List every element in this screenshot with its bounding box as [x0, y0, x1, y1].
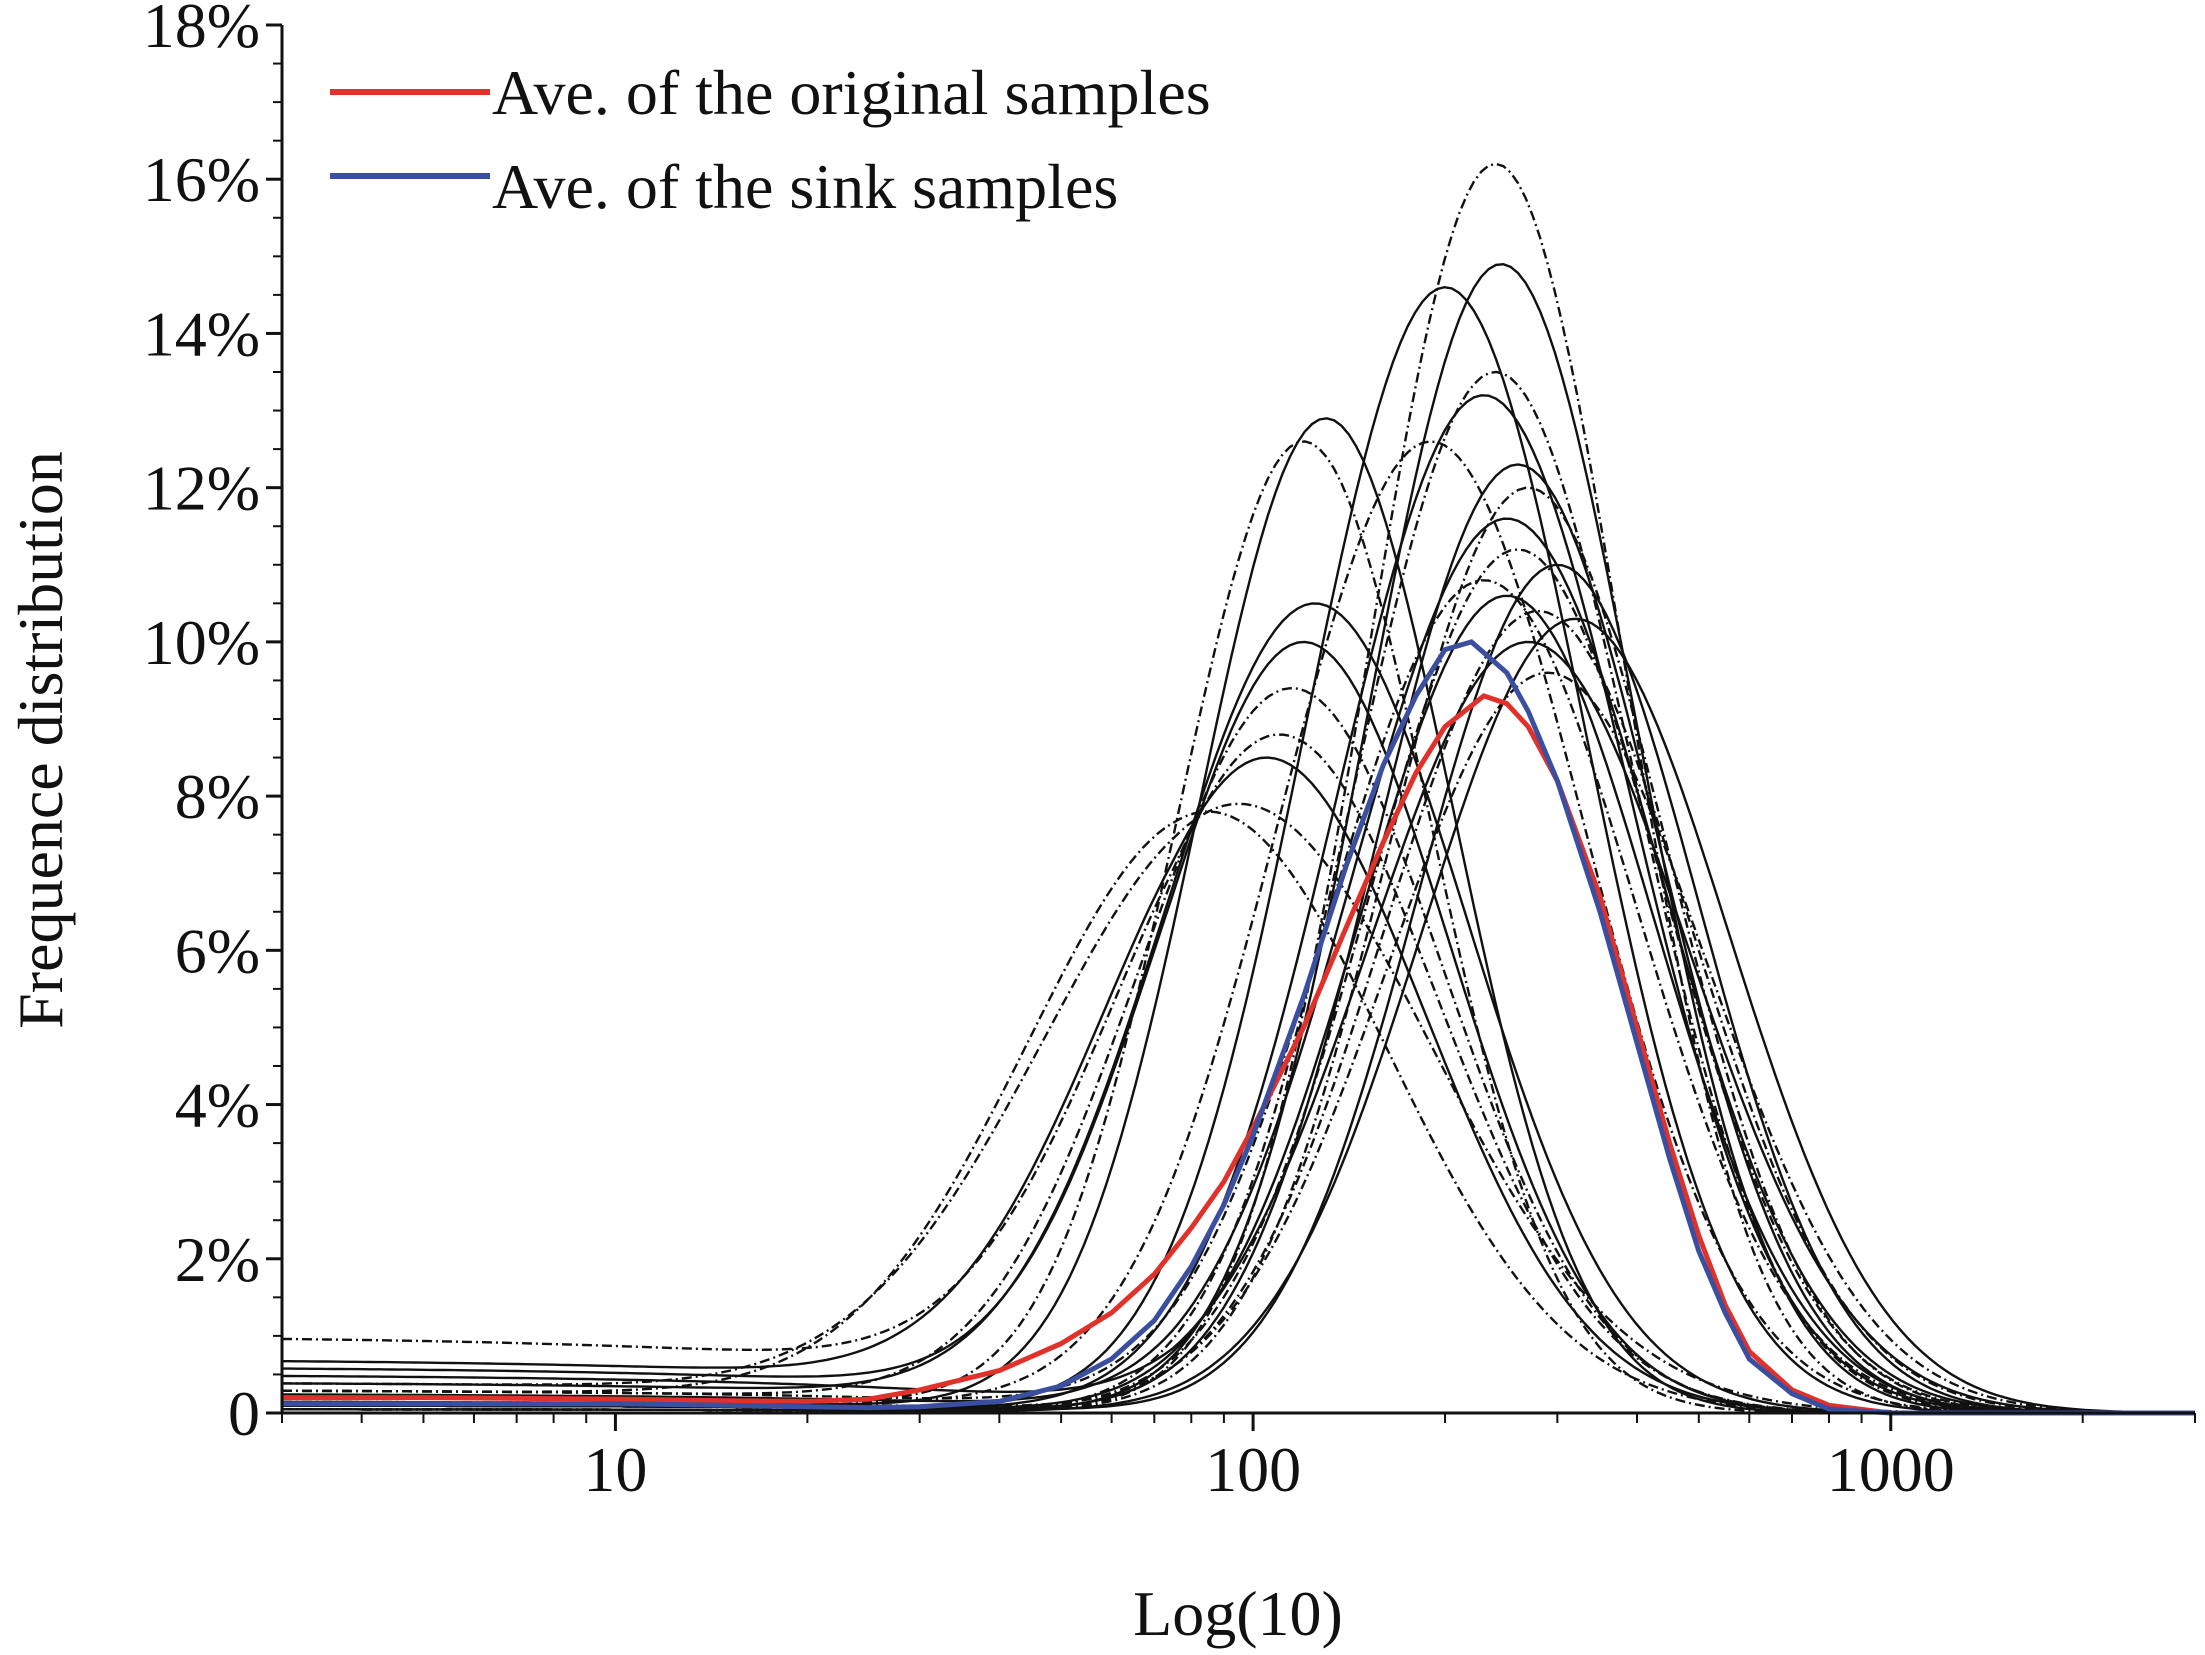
sample-series-line [282, 602, 2195, 1415]
y-tick-label: 0 [228, 1378, 260, 1449]
plot-area [282, 162, 2195, 1416]
x-tick-label: 100 [1205, 1434, 1301, 1505]
sample-series-line [282, 594, 2195, 1415]
y-tick-label: 14% [143, 298, 260, 369]
sample-series-line [282, 617, 2195, 1415]
y-tick-label: 12% [143, 453, 260, 524]
sample-series-line [282, 262, 2195, 1415]
sample-series-line [282, 463, 2195, 1415]
legend-label-original: Ave. of the original samples [492, 57, 1211, 128]
sample-series-line [282, 671, 2195, 1415]
x-axis: 10 100 1000 Log(10) [281, 1411, 2196, 1649]
sample-series-line [282, 810, 2195, 1415]
sample-series-line [282, 162, 2195, 1415]
x-ticks [281, 1413, 2196, 1431]
sample-series-line [282, 640, 2195, 1415]
y-tick-label: 16% [143, 144, 260, 215]
sample-series-line [282, 733, 2195, 1415]
sample-series-line [282, 563, 2195, 1415]
y-tick-label: 2% [175, 1224, 260, 1295]
sample-series-line [282, 548, 2195, 1415]
legend-label-sink: Ave. of the sink samples [492, 151, 1118, 222]
sink-average-line [282, 639, 2195, 1416]
sample-series-line [282, 802, 2195, 1415]
y-tick-label: 8% [175, 761, 260, 832]
y-tick-labels: 0 2% 4% 6% 8% 10% 12% 14% 16% 18% [143, 0, 260, 1449]
sample-series-line [282, 579, 2195, 1415]
sample-lines [282, 162, 2195, 1415]
legend: Ave. of the original samples Ave. of the… [330, 57, 1211, 222]
x-axis-label: Log(10) [1133, 1578, 1343, 1649]
legend-item-sink: Ave. of the sink samples [330, 151, 1118, 222]
sample-series-line [282, 517, 2195, 1415]
x-tick-label: 10 [583, 1434, 647, 1505]
x-tick-labels: 10 100 1000 [583, 1434, 1954, 1505]
average-lines [282, 639, 2195, 1416]
sample-series-line [282, 756, 2195, 1415]
y-tick-label: 6% [175, 915, 260, 986]
sample-series-line [282, 486, 2195, 1415]
x-tick-label: 1000 [1827, 1434, 1955, 1505]
y-tick-label: 10% [143, 607, 260, 678]
original-average-line [282, 693, 2195, 1416]
sample-series-line [282, 370, 2195, 1415]
y-tick-label: 18% [143, 0, 260, 61]
legend-item-original: Ave. of the original samples [330, 57, 1211, 128]
y-axis-label: Frequence distribution [5, 451, 76, 1029]
sample-series-line [282, 440, 2195, 1415]
y-tick-label: 4% [175, 1070, 260, 1141]
y-axis: 0 2% 4% 6% 8% 10% 12% 14% 16% 18% Frequence distr… [5, 0, 284, 1449]
sample-series-line [282, 609, 2195, 1415]
y-ticks [266, 23, 282, 1415]
